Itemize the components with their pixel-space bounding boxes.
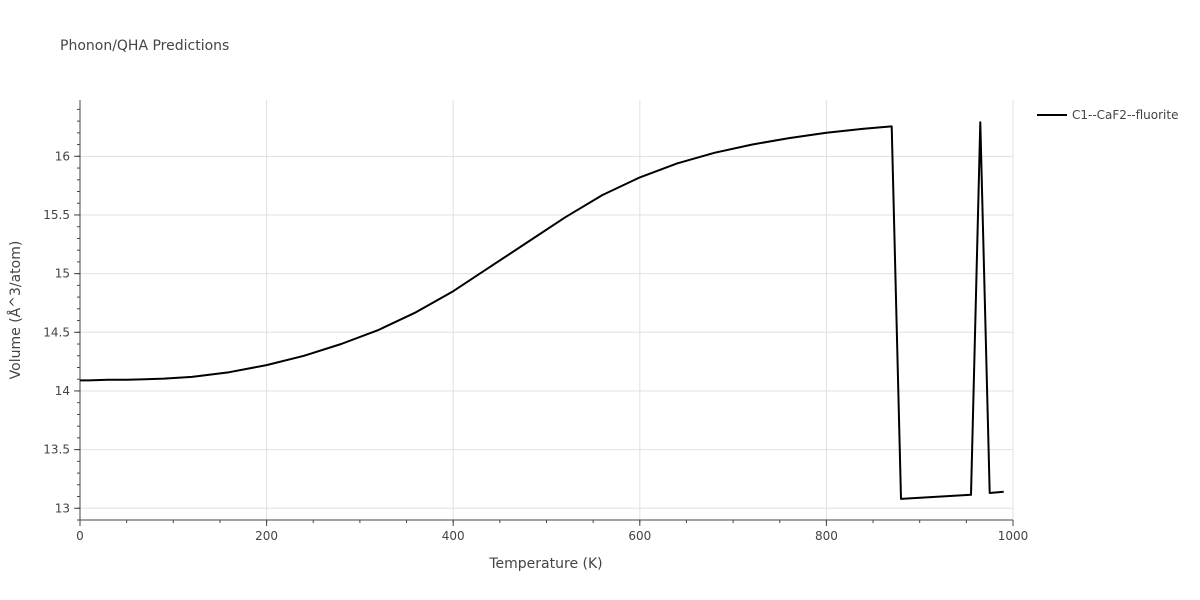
y-tick-label: 15.5 [43, 208, 70, 222]
y-tick-label: 13 [55, 501, 70, 515]
legend[interactable]: C1--CaF2--fluorite [1037, 108, 1178, 122]
y-axis-ticks: 13 13.5 14 14.5 15 15.5 16 [43, 149, 80, 515]
chart-title: Phonon/QHA Predictions [60, 38, 229, 54]
y-tick-label: 15 [55, 267, 70, 281]
series-layer [80, 121, 1004, 500]
series-line [80, 121, 1004, 500]
x-tick-label: 200 [255, 529, 278, 543]
x-tick-label: 600 [628, 529, 651, 543]
x-tick-label: 0 [76, 529, 84, 543]
legend-label: C1--CaF2--fluorite [1072, 108, 1178, 122]
x-tick-label: 400 [442, 529, 465, 543]
y-tick-label: 13.5 [43, 443, 70, 457]
grid [80, 100, 1014, 520]
plot-background [80, 100, 1013, 520]
x-tick-label: 1000 [998, 529, 1029, 543]
x-axis-title: Temperature (K) [488, 556, 602, 572]
x-axis-ticks: 0 200 400 600 800 1000 [76, 520, 1028, 543]
y-tick-label: 16 [55, 149, 70, 163]
y-tick-label: 14.5 [43, 325, 70, 339]
y-axis-title: Volume (Å^3/atom) [7, 241, 24, 380]
x-tick-label: 800 [815, 529, 838, 543]
y-tick-label: 14 [55, 384, 70, 398]
